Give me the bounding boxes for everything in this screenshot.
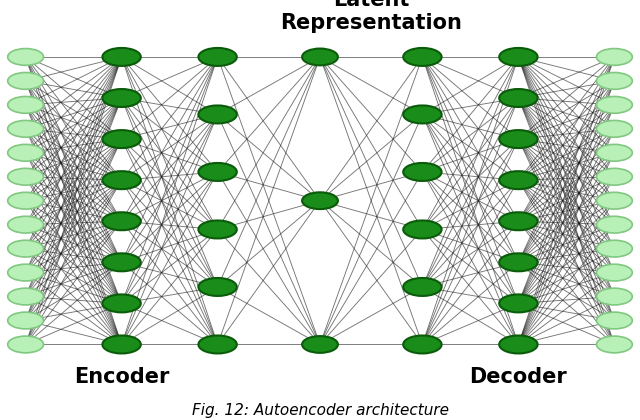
Circle shape <box>596 240 632 257</box>
Circle shape <box>596 192 632 209</box>
Circle shape <box>102 336 141 354</box>
Circle shape <box>8 49 44 66</box>
Circle shape <box>596 264 632 281</box>
Circle shape <box>596 97 632 113</box>
Circle shape <box>499 171 538 189</box>
Circle shape <box>403 220 442 239</box>
Circle shape <box>8 192 44 209</box>
Circle shape <box>102 89 141 107</box>
Circle shape <box>198 48 237 66</box>
Circle shape <box>499 336 538 354</box>
Circle shape <box>8 73 44 89</box>
Circle shape <box>8 240 44 257</box>
Circle shape <box>102 171 141 189</box>
Circle shape <box>596 288 632 305</box>
Circle shape <box>403 48 442 66</box>
Circle shape <box>596 216 632 233</box>
Circle shape <box>198 278 237 296</box>
Circle shape <box>102 48 141 66</box>
Circle shape <box>198 163 237 181</box>
Circle shape <box>8 336 44 353</box>
Text: Encoder: Encoder <box>74 367 170 387</box>
Circle shape <box>403 336 442 354</box>
Circle shape <box>302 192 338 209</box>
Circle shape <box>198 105 237 123</box>
Circle shape <box>102 130 141 148</box>
Circle shape <box>499 212 538 230</box>
Circle shape <box>403 278 442 296</box>
Circle shape <box>8 144 44 161</box>
Circle shape <box>8 288 44 305</box>
Circle shape <box>8 216 44 233</box>
Circle shape <box>596 312 632 329</box>
Circle shape <box>302 336 338 353</box>
Circle shape <box>8 264 44 281</box>
Circle shape <box>8 97 44 113</box>
Circle shape <box>499 48 538 66</box>
Text: Latent
Representation: Latent Representation <box>280 0 462 33</box>
Circle shape <box>102 212 141 230</box>
Circle shape <box>102 294 141 312</box>
Circle shape <box>403 163 442 181</box>
Circle shape <box>596 144 632 161</box>
Circle shape <box>499 253 538 271</box>
Circle shape <box>499 294 538 312</box>
Circle shape <box>102 253 141 271</box>
Circle shape <box>596 121 632 137</box>
Circle shape <box>596 168 632 185</box>
Circle shape <box>198 220 237 239</box>
Circle shape <box>302 49 338 66</box>
Circle shape <box>8 121 44 137</box>
Circle shape <box>499 130 538 148</box>
Circle shape <box>596 73 632 89</box>
Circle shape <box>8 312 44 329</box>
Circle shape <box>198 336 237 354</box>
Circle shape <box>499 89 538 107</box>
Circle shape <box>403 105 442 123</box>
Circle shape <box>596 336 632 353</box>
Circle shape <box>596 49 632 66</box>
Text: Fig. 12: Autoencoder architecture: Fig. 12: Autoencoder architecture <box>191 403 449 418</box>
Text: Decoder: Decoder <box>470 367 567 387</box>
Circle shape <box>8 168 44 185</box>
